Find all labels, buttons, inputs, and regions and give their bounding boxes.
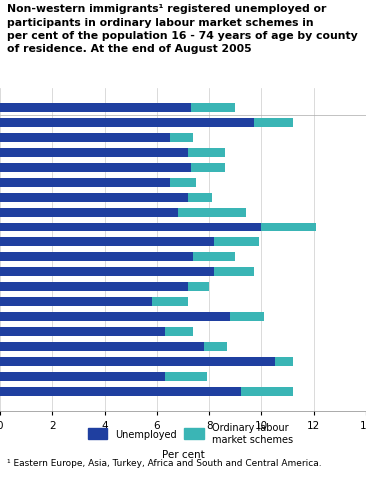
Bar xyxy=(152,298,188,307)
Bar xyxy=(0,298,152,307)
Bar xyxy=(188,283,209,292)
Bar xyxy=(261,223,316,232)
Bar xyxy=(0,119,254,128)
Bar xyxy=(178,208,246,217)
Bar xyxy=(214,238,259,247)
Bar xyxy=(0,223,261,232)
Bar xyxy=(188,148,225,157)
Bar xyxy=(0,372,165,381)
Bar xyxy=(170,178,196,187)
Bar xyxy=(0,208,178,217)
Bar xyxy=(194,253,235,262)
Bar xyxy=(0,387,240,396)
Bar xyxy=(170,133,194,143)
Bar xyxy=(0,163,191,172)
Bar xyxy=(0,283,188,292)
Bar xyxy=(0,357,274,366)
Bar xyxy=(254,119,293,128)
Text: ¹ Eastern Europe, Asia, Turkey, Africa and South and Central America.: ¹ Eastern Europe, Asia, Turkey, Africa a… xyxy=(7,458,322,467)
Bar xyxy=(0,104,191,113)
Bar xyxy=(0,268,214,277)
X-axis label: Per cent: Per cent xyxy=(162,449,204,459)
Bar xyxy=(0,148,188,157)
Bar xyxy=(214,268,254,277)
Bar xyxy=(0,312,230,322)
Bar xyxy=(0,193,188,202)
Bar xyxy=(188,193,212,202)
Bar xyxy=(0,253,194,262)
Bar xyxy=(165,327,194,336)
Bar xyxy=(165,372,206,381)
Bar xyxy=(204,342,227,351)
Bar xyxy=(0,342,204,351)
Bar xyxy=(191,163,225,172)
Text: Non-western immigrants¹ registered unemployed or
participants in ordinary labour: Non-western immigrants¹ registered unemp… xyxy=(7,4,358,54)
Bar xyxy=(240,387,293,396)
Bar xyxy=(0,238,214,247)
Bar xyxy=(274,357,293,366)
Bar xyxy=(230,312,264,322)
Legend: Unemployed, Ordinary labour
market schemes: Unemployed, Ordinary labour market schem… xyxy=(88,422,293,444)
Bar xyxy=(0,178,170,187)
Bar xyxy=(191,104,235,113)
Bar xyxy=(0,327,165,336)
Bar xyxy=(0,133,170,143)
